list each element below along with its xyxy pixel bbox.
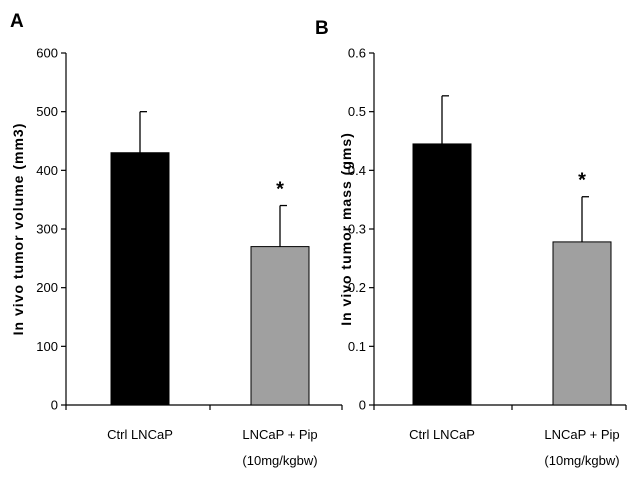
panel-a-y-tick-label: 600 (36, 46, 58, 61)
panel-a-letter: A (10, 11, 24, 32)
panel-a-y-tick-label: 400 (36, 163, 58, 178)
panel-b-y-axis-label: In vivo tumor mass (gms) (338, 132, 354, 326)
panel-b-y-tick-label: 0.4 (348, 163, 366, 178)
panel-a-category-label: (10mg/kgbw) (242, 453, 317, 468)
panel-b-y-tick-label: 0 (359, 398, 366, 413)
panel-b-significance-star: * (578, 170, 586, 192)
panel-b-category-label: (10mg/kgbw) (544, 453, 619, 468)
panel-b-bar (552, 241, 612, 406)
panel-a-y-axis-label: In vivo tumor volume (mm3) (10, 123, 26, 336)
panel-b-y-tick-label: 0.5 (348, 104, 366, 119)
panel-a-y-tick-label: 0 (51, 398, 58, 413)
panel-a-category-label: LNCaP + Pip (242, 427, 317, 442)
panel-a-y-tick-label: 100 (36, 339, 58, 354)
panel-a-category-label: Ctrl LNCaP (107, 427, 173, 442)
panel-a-y-tick-label: 500 (36, 104, 58, 119)
panel-b-y-tick-label: 0.3 (348, 222, 366, 237)
panel-b-bar (412, 143, 472, 406)
panel-b-category-label: Ctrl LNCaP (409, 427, 475, 442)
panel-a-bar (110, 152, 170, 406)
panel-a-y-tick-label: 200 (36, 280, 58, 295)
panel-b-y-tick-label: 0.2 (348, 280, 366, 295)
panel-a-chart: A 0 100 200 300 400 500 600 In vivo tumor volum… (10, 11, 343, 468)
panel-b-chart: B 0 0.1 0.2 0.3 0.4 0.5 0.6 In vivo tumor mass … (315, 18, 627, 468)
panel-b-letter: B (315, 18, 329, 39)
panel-b-y-tick-label: 0.1 (348, 339, 366, 354)
panel-a-significance-star: * (276, 179, 284, 201)
panel-a-y-tick-label: 300 (36, 222, 58, 237)
panel-b-y-tick-label: 0.6 (348, 46, 366, 61)
panel-b-category-label: LNCaP + Pip (544, 427, 619, 442)
panel-a-bar (250, 246, 310, 406)
